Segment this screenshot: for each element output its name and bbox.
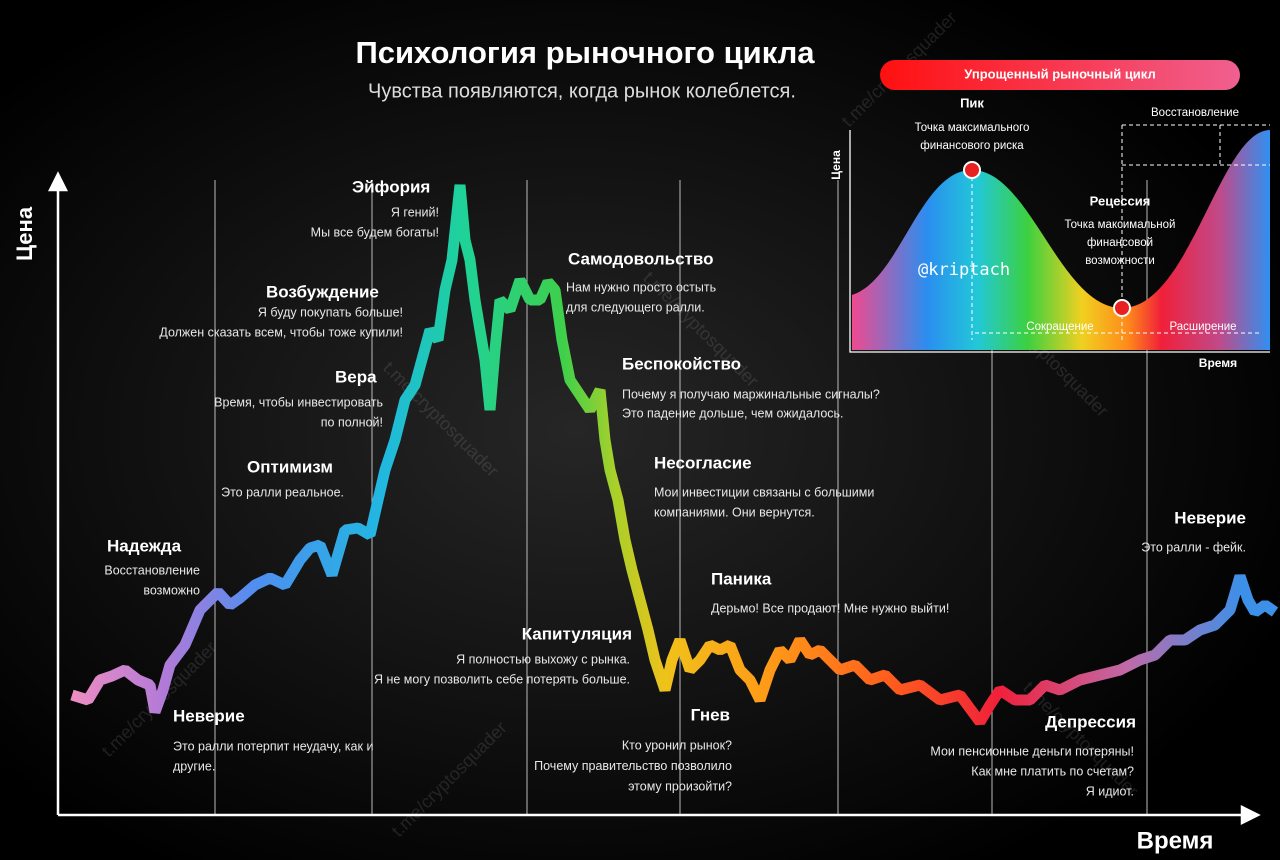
stage-quote: Мои инвестиции связаны с большими <box>654 485 874 499</box>
stage-name: Гнев <box>691 705 730 724</box>
stage-quote: Время, чтобы инвестировать <box>214 395 383 409</box>
stage-name: Несогласие <box>654 453 752 472</box>
subtitle: Чувства появляются, когда рынок колеблет… <box>368 80 796 102</box>
inset-note: возможности <box>1085 255 1155 267</box>
stage-quote: для следующего ралли. <box>566 300 705 314</box>
inset-note: финансового риска <box>920 140 1024 152</box>
stage-name: Неверие <box>1174 508 1246 527</box>
stage-quote: Я не могу позволить себе потерять больше… <box>374 672 630 686</box>
stage-name: Возбуждение <box>266 282 379 301</box>
stage-name: Капитуляция <box>522 624 632 643</box>
inset-y-label: Цена <box>829 150 843 180</box>
price-curve <box>70 184 1279 726</box>
inset-peak: Пик <box>960 95 984 110</box>
stage-quote: Мои пенсионные деньги потеряны! <box>930 744 1134 758</box>
stage-name: Вера <box>335 367 377 386</box>
inset-header <box>880 60 1240 90</box>
inset-recovery: Восстановление <box>1151 107 1239 119</box>
stage-quote: по полной! <box>321 415 383 429</box>
stage-quote: Я полностью выхожу с рынка. <box>456 652 630 666</box>
stage-name: Депрессия <box>1045 712 1136 731</box>
stage-name: Неверие <box>173 706 245 725</box>
stage-quote: Как мне платить по счетам? <box>971 764 1134 778</box>
inset-contraction: Сокращение <box>1026 321 1093 333</box>
inset-expansion: Расширение <box>1169 321 1236 333</box>
inset-guides <box>971 124 1270 340</box>
stage-quote: компаниями. Они вернутся. <box>654 505 815 519</box>
inset-handle: @kriptach <box>918 260 1010 280</box>
inset-recession: Рецессия <box>1090 193 1151 208</box>
inset-title: Упрощенный рыночный цикл <box>964 66 1155 81</box>
inset-note: Точка максимальной <box>1065 219 1176 231</box>
stage-quote: Мы все будем богаты! <box>311 225 439 239</box>
stage-quote: Дерьмо! Все продают! Мне нужно выйти! <box>711 601 949 615</box>
stage-name: Надежда <box>107 536 182 555</box>
stage-name: Оптимизм <box>247 457 333 476</box>
stage-quote: Я идиот. <box>1086 784 1134 798</box>
y-axis-label: Цена <box>12 206 37 261</box>
stage-quote: Это ралли потерпит неудачу, как и <box>173 739 373 753</box>
stage-quote: возможно <box>143 583 200 597</box>
x-axis-label: Время <box>1137 827 1214 854</box>
stage-name: Паника <box>711 569 772 588</box>
inset-note: финансовой <box>1087 237 1153 249</box>
stage-quote: Кто уронил рынок? <box>622 738 732 752</box>
axes <box>47 171 1261 826</box>
stage-quote: другие. <box>173 759 215 773</box>
stage-quote: Нам нужно просто остыть <box>566 280 716 294</box>
inset-axes <box>849 130 1270 353</box>
inset: Упрощенный рыночный цикл Пик Точка макси… <box>829 60 1270 370</box>
stage-quote: Почему правительство позволило <box>534 759 732 773</box>
stage-quote: Это ралли реальное. <box>221 485 344 499</box>
stage-quote: этому произойти? <box>628 779 732 793</box>
stage-quote: Я буду покупать больше! <box>258 305 403 319</box>
inset-note: Точка максимального <box>915 122 1030 134</box>
trough-point <box>1113 299 1131 317</box>
stage-name: Самодовольство <box>568 249 713 268</box>
stage-name: Эйфория <box>352 177 430 196</box>
stage-quote: Это ралли - фейк. <box>1141 540 1246 554</box>
stages: Неверие Это ралли потерпит неудачу, как и… <box>104 177 1246 798</box>
inset-x-label: Время <box>1199 356 1237 370</box>
inset-curve <box>852 130 1270 350</box>
stage-name: Беспокойство <box>622 354 741 373</box>
stage-quote: Это падение дольше, чем ожидалось. <box>622 406 844 420</box>
stage-quote: Восстановление <box>104 563 200 577</box>
stage-quote: Почему я получаю маржинальные сигналы? <box>622 387 880 401</box>
stage-quote: Я гений! <box>391 205 439 219</box>
stage-quote: Должен сказать всем, чтобы тоже купили! <box>159 325 403 339</box>
peak-point <box>963 161 981 179</box>
title: Психология рыночного цикла <box>355 35 815 70</box>
